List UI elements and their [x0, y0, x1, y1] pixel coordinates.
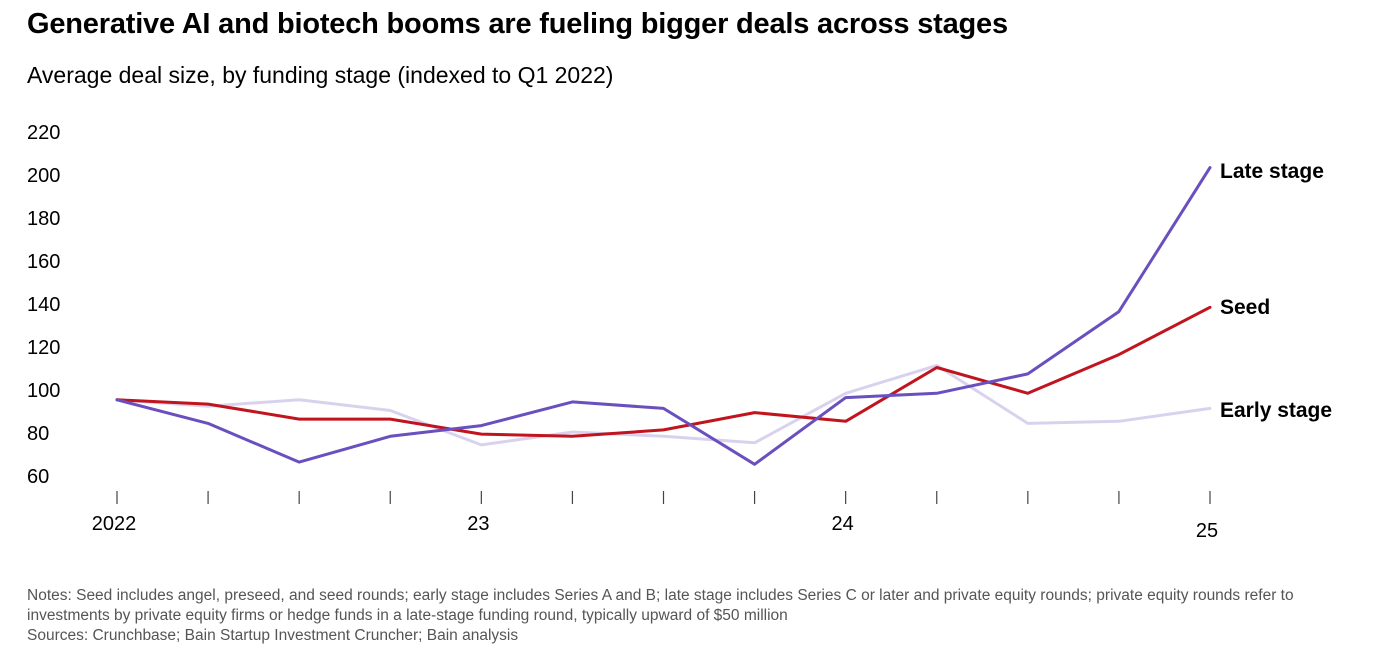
series-label-late-stage: Late stage: [1220, 160, 1324, 183]
y-tick-label: 100: [27, 380, 60, 402]
line-chart: 60 80 100 120 140 160 180 200 220 2022 23 24 25 Lat…: [27, 122, 1332, 542]
series-labels: Late stage Seed Early stage: [1220, 160, 1332, 422]
notes-text: Notes: Seed includes angel, preseed, and…: [27, 587, 1294, 624]
y-tick-label: 140: [27, 294, 60, 316]
chart-title: Generative AI and biotech booms are fuel…: [27, 8, 1008, 40]
sources-text: Sources: Crunchbase; Bain Startup Invest…: [27, 627, 519, 644]
series-line-early-stage: [115, 363, 1212, 447]
y-axis: 60 80 100 120 140 160 180 200 220: [27, 122, 60, 488]
series-line-late-stage: [115, 166, 1212, 466]
y-tick-label: 60: [27, 466, 49, 488]
x-tick-label: 2022: [92, 513, 137, 535]
series-label-early-stage: Early stage: [1220, 399, 1332, 422]
y-tick-label: 220: [27, 122, 60, 144]
x-tick-label: 24: [832, 513, 854, 535]
series-layer: [115, 166, 1212, 466]
x-tick-label: 23: [467, 513, 489, 535]
y-tick-label: 120: [27, 337, 60, 359]
y-tick-label: 160: [27, 251, 60, 273]
chart-subtitle: Average deal size, by funding stage (ind…: [27, 62, 614, 88]
series-label-seed: Seed: [1220, 296, 1270, 319]
series-line-seed: [115, 305, 1212, 438]
y-tick-label: 200: [27, 165, 60, 187]
x-axis: 2022 23 24 25: [92, 491, 1218, 542]
chart-notes: Notes: Seed includes angel, preseed, and…: [27, 586, 1357, 646]
x-tick-label: 25: [1196, 520, 1218, 542]
y-tick-label: 80: [27, 423, 49, 445]
y-tick-label: 180: [27, 208, 60, 230]
